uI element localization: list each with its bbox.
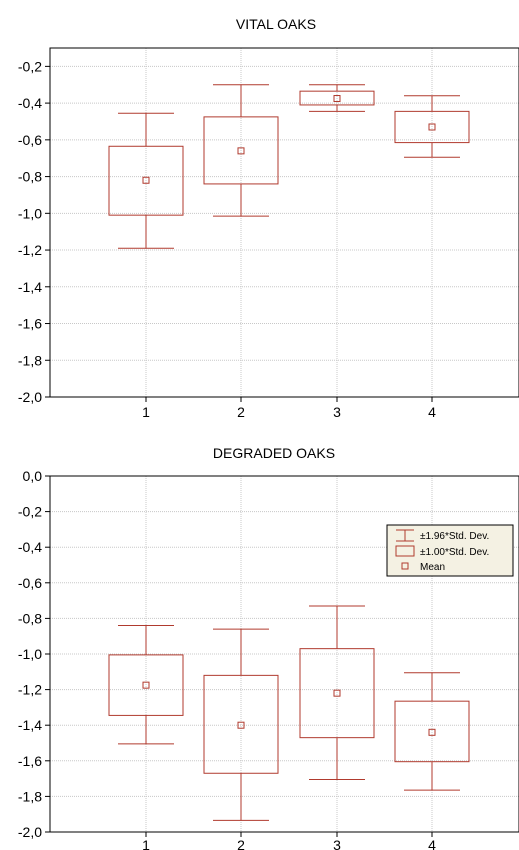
grid-lines [50,48,519,398]
x-axis-ticks: 1 2 3 4 [142,397,436,420]
box-series [108,605,470,821]
sd-box [203,116,279,185]
x-axis-ticks: 1 2 3 4 [142,832,436,850]
sd-box [203,674,279,774]
y-tick-label: -0,4 [18,539,42,555]
chart-panel-degraded-oaks: DEGRADED OAKS 0,0 -0,2 -0,4 -0,6 -0,8 -1,0 -1,… [18,445,519,850]
box-group [108,112,184,249]
x-tick-label: 4 [428,404,436,420]
y-tick-label: -0,8 [18,169,42,185]
legend-symbol-sd1 [395,545,415,557]
x-tick-label: 4 [428,837,436,850]
x-tick-label: 2 [237,404,245,420]
chart-panel-vital-oaks: VITAL OAKS -0,2-0,4-0,6-0,8-1,0-1,2-1,4-… [18,16,519,420]
y-axis-ticks: 0,0 -0,2 -0,4 -0,6 -0,8 -1,0 -1,2 -1,4 -1,6 -1,8 -… [18,468,50,840]
box-group [203,628,279,821]
box-group [299,605,375,780]
mean-marker [237,147,245,155]
box-group [299,84,375,112]
y-tick-label: -1,2 [18,242,42,258]
mean-marker [237,721,245,729]
chart-legend: ±1.96*Std. Dev. ±1.00*Std. Dev. Mean [386,524,514,577]
mean-marker [142,176,150,184]
y-tick-label: -0,4 [18,95,42,111]
legend-label-mean: Mean [420,562,445,573]
x-tick-label: 2 [237,837,245,850]
box-group [108,625,184,745]
plot-frame [49,47,519,398]
sd-box [299,90,375,106]
sd-box [394,700,470,763]
mean-marker [428,123,436,131]
y-tick-label: -1,4 [18,279,42,295]
y-tick-label: -0,6 [18,575,42,591]
y-tick-label: -1,0 [18,205,42,221]
y-tick-label: -1,8 [18,352,42,368]
sd-box [108,654,184,716]
y-tick-label: -1,8 [18,788,42,804]
y-axis-ticks: -0,2 -0,4 -0,6 -0,8 -1,0 -1,2 -1,4 -1,6 -1,8 -2,0 [18,58,50,405]
legend-symbol-mean [401,562,409,570]
y-tick-label: -1,6 [18,753,42,769]
y-tick-label: -1,2 [18,682,42,698]
x-tick-label: 1 [142,404,150,420]
x-tick-label: 1 [142,837,150,850]
y-tick-label: -1,6 [18,316,42,332]
chart-title-degraded-oaks: DEGRADED OAKS [213,445,335,461]
sd-box [394,110,470,144]
sd-box [108,145,184,216]
x-tick-label: 3 [333,837,341,850]
y-tick-label: -0,8 [18,610,42,626]
mean-marker [333,689,341,697]
sd-box [299,648,375,739]
chart-title-vital-oaks: VITAL OAKS [236,16,316,32]
y-tick-label: -1,0 [18,646,42,662]
box-series [108,84,470,249]
legend-symbol-sd196 [396,529,414,542]
y-tick-label: -0,2 [18,58,42,74]
box-group [394,672,470,791]
y-tick-label: 0,0 [23,468,43,484]
box-group [203,84,279,217]
y-tick-label: -0,2 [18,504,42,520]
y-tick-label: -2,0 [18,389,42,405]
y-tick-label: -0,6 [18,132,42,148]
box-group [394,95,470,158]
mean-marker [333,95,341,103]
x-tick-label: 3 [333,404,341,420]
y-tick-label: -1,4 [18,717,42,733]
y-tick-label: -2,0 [18,824,42,840]
legend-label-sd1: ±1.00*Std. Dev. [420,547,489,558]
mean-marker [142,681,150,689]
mean-marker [428,728,436,736]
legend-label-sd196: ±1.96*Std. Dev. [420,531,489,542]
